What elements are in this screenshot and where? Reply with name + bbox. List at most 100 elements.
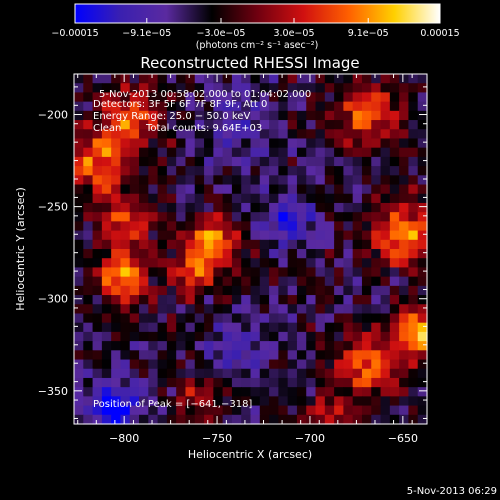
heatmap-cell bbox=[399, 239, 410, 250]
heatmap-cell bbox=[241, 239, 252, 250]
heatmap-cell bbox=[306, 175, 317, 186]
heatmap-cell bbox=[296, 387, 307, 397]
heatmap-cell bbox=[408, 101, 419, 112]
heatmap-cell bbox=[352, 322, 363, 333]
heatmap-cell bbox=[389, 83, 400, 94]
heatmap-cell bbox=[222, 396, 233, 407]
heatmap-cell bbox=[389, 414, 400, 425]
heatmap-cell bbox=[204, 295, 214, 305]
heatmap-cell bbox=[120, 350, 131, 361]
heatmap-cell bbox=[83, 92, 94, 103]
heatmap-cell bbox=[157, 221, 168, 232]
heatmap-cell bbox=[166, 377, 177, 388]
heatmap-cell bbox=[74, 276, 84, 287]
heatmap-cell bbox=[176, 221, 187, 232]
heatmap-cell bbox=[120, 92, 131, 103]
heatmap-cell bbox=[324, 83, 335, 94]
heatmap-cell bbox=[213, 193, 224, 204]
heatmap-cell bbox=[222, 129, 233, 140]
heatmap-cell bbox=[343, 350, 354, 361]
heatmap-cell bbox=[371, 377, 382, 388]
heatmap-cell bbox=[120, 147, 131, 158]
heatmap-cell bbox=[101, 175, 112, 186]
heatmap-cell bbox=[148, 322, 159, 333]
heatmap-cell bbox=[176, 110, 187, 121]
heatmap-cell bbox=[222, 405, 233, 416]
heatmap-cell bbox=[399, 249, 410, 259]
heatmap-cell bbox=[204, 110, 214, 121]
heatmap-cell bbox=[250, 285, 261, 296]
heatmap-cell bbox=[269, 92, 279, 103]
heatmap-cell bbox=[148, 147, 159, 158]
heatmap-cell bbox=[111, 138, 122, 149]
heatmap-cell bbox=[417, 129, 428, 140]
heatmap-cell bbox=[213, 276, 224, 287]
heatmap-cell bbox=[306, 396, 317, 407]
heatmap-cell bbox=[111, 212, 122, 222]
heatmap-cell bbox=[269, 258, 279, 269]
heatmap-cell bbox=[259, 74, 270, 84]
heatmap-cell bbox=[315, 184, 326, 195]
heatmap-cell bbox=[74, 110, 84, 121]
heatmap-cell bbox=[399, 129, 410, 140]
heatmap-cell bbox=[74, 92, 84, 103]
heatmap-cell bbox=[315, 74, 326, 84]
heatmap-cell bbox=[101, 184, 112, 195]
heatmap-cell bbox=[120, 414, 131, 425]
heatmap-cell bbox=[287, 249, 298, 259]
heatmap-cell bbox=[176, 276, 187, 287]
heatmap-cell bbox=[166, 368, 177, 379]
heatmap-cell bbox=[83, 267, 94, 278]
heatmap-cell bbox=[241, 276, 252, 287]
heatmap-cell bbox=[380, 120, 391, 130]
heatmap-cell bbox=[361, 120, 372, 130]
heatmap-cell bbox=[92, 101, 103, 112]
heatmap-cell bbox=[120, 387, 131, 397]
heatmap-cell bbox=[389, 175, 400, 186]
heatmap-cell bbox=[74, 396, 84, 407]
heatmap-cell bbox=[324, 175, 335, 186]
heatmap-cell bbox=[259, 267, 270, 278]
heatmap-cell bbox=[194, 396, 205, 407]
heatmap-cell bbox=[389, 212, 400, 222]
heatmap-cell bbox=[380, 147, 391, 158]
heatmap-cell bbox=[83, 74, 94, 84]
heatmap-cell bbox=[269, 331, 279, 342]
heatmap-cell bbox=[278, 396, 289, 407]
heatmap-cell bbox=[389, 239, 400, 250]
heatmap-cell bbox=[315, 267, 326, 278]
y-tick-label: −200 bbox=[38, 109, 68, 122]
heatmap-cell bbox=[148, 377, 159, 388]
heatmap-cell bbox=[315, 377, 326, 388]
heatmap-cell bbox=[166, 184, 177, 195]
heatmap-cell bbox=[129, 221, 140, 232]
heatmap-cell bbox=[306, 276, 317, 287]
heatmap-cell bbox=[315, 129, 326, 140]
heatmap-cell bbox=[408, 175, 419, 186]
heatmap-cell bbox=[334, 156, 344, 167]
heatmap-cell bbox=[92, 341, 103, 351]
heatmap-cell bbox=[343, 230, 354, 241]
heatmap-cell bbox=[129, 368, 140, 379]
heatmap-cell bbox=[408, 396, 419, 407]
heatmap-cell bbox=[83, 120, 94, 130]
heatmap-cell bbox=[371, 414, 382, 425]
heatmap-cell bbox=[241, 166, 252, 176]
heatmap-cell bbox=[259, 285, 270, 296]
heatmap-cell bbox=[324, 313, 335, 324]
heatmap-cell bbox=[176, 368, 187, 379]
heatmap-cell bbox=[204, 202, 214, 213]
y-axis: −200 −250 −300 −350 bbox=[38, 86, 427, 419]
heatmap-cell bbox=[343, 175, 354, 186]
heatmap-cell bbox=[352, 230, 363, 241]
heatmap-cell bbox=[101, 156, 112, 167]
heatmap-cell bbox=[194, 239, 205, 250]
heatmap-cell bbox=[324, 92, 335, 103]
heatmap-cell bbox=[231, 110, 242, 121]
heatmap-cell bbox=[148, 230, 159, 241]
heatmap-cell bbox=[129, 129, 140, 140]
heatmap-cell bbox=[111, 202, 122, 213]
heatmap-cell bbox=[278, 221, 289, 232]
heatmap-cell bbox=[148, 258, 159, 269]
heatmap-cell bbox=[361, 138, 372, 149]
